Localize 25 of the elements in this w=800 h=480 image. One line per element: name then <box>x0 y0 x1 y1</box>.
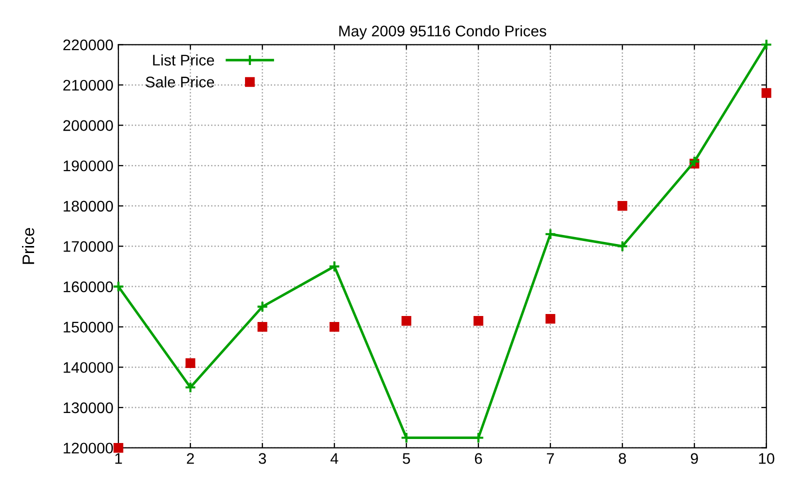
chart-title: May 2009 95116 Condo Prices <box>339 25 546 40</box>
y-tick-label: 180000 <box>64 200 113 212</box>
y-tick-label: 120000 <box>64 442 113 454</box>
x-tick-label: 4 <box>330 453 338 464</box>
y-tick-label: 190000 <box>64 160 113 172</box>
y-tick-label: 140000 <box>64 362 113 373</box>
y-tick-label: 220000 <box>63 40 113 50</box>
x-tick-label: 9 <box>690 453 698 464</box>
legend-label: List Price <box>153 54 214 66</box>
x-tick-label: 10 <box>759 453 774 464</box>
x-tick-label: 3 <box>258 453 266 464</box>
x-tick-label: 2 <box>186 453 194 464</box>
y-tick-label: 150000 <box>64 322 113 333</box>
x-tick-label: 1 <box>115 453 122 464</box>
y-tick-label: 130000 <box>64 402 113 414</box>
legend-label: Sale Price <box>146 76 214 88</box>
x-tick-label: 6 <box>474 453 482 464</box>
y-tick-label: 210000 <box>63 80 113 91</box>
x-tick-label: 8 <box>618 453 626 464</box>
y-tick-label: 160000 <box>64 281 113 292</box>
y-tick-label: 170000 <box>64 241 113 252</box>
y-axis-title: Price <box>22 228 34 264</box>
y-tick-label: 200000 <box>63 120 113 131</box>
x-tick-label: 5 <box>402 453 410 464</box>
x-tick-label: 7 <box>546 453 554 464</box>
